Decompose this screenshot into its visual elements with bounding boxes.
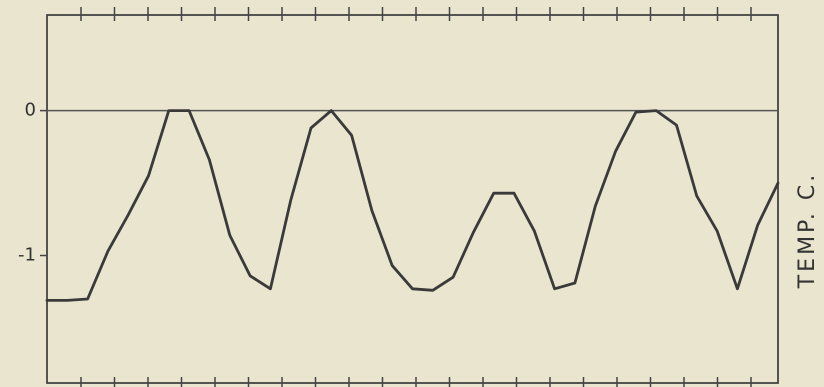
temperature-line xyxy=(45,109,780,302)
frame-ticks xyxy=(80,7,752,387)
y-axis-label: TEMP. C. xyxy=(795,172,820,290)
plot-frame xyxy=(46,14,779,384)
y-tick-label: -1 xyxy=(18,245,36,266)
y-tick-label: 0 xyxy=(25,100,36,121)
